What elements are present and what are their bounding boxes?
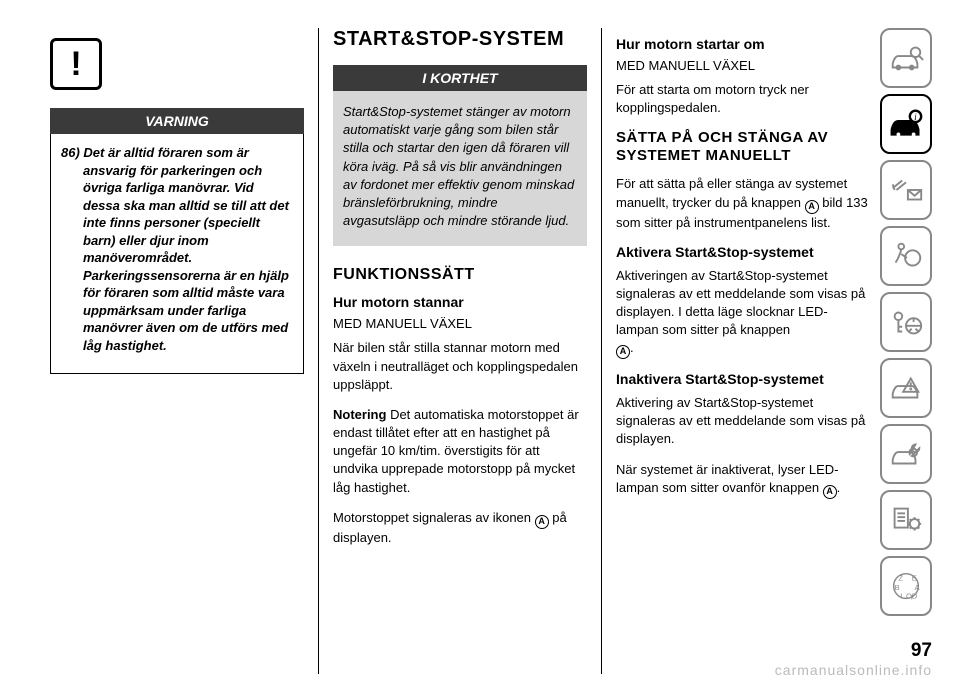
- stop-start-inline-icon: A: [616, 345, 630, 359]
- inaktivera-body2: När systemet är inaktiverat, lyser LED-l…: [616, 461, 870, 499]
- page: ! VARNING 86) Det är alltid föraren som …: [0, 0, 960, 686]
- aktivera-text: Aktiveringen av Start&Stop-systemet sign…: [616, 268, 865, 338]
- notering-para: Notering Det automatiska motorstoppet är…: [333, 406, 587, 497]
- manual-title: SÄTTA PÅ OCH STÄNGA AV SYSTEMET MANUELLT: [616, 129, 870, 165]
- stannar-title: Hur motorn stannar: [333, 294, 587, 310]
- inaktivera-post: .: [837, 480, 841, 495]
- warning-triangle-icon: !: [50, 38, 102, 90]
- svg-text:E: E: [912, 573, 917, 582]
- svg-text:I: I: [900, 591, 902, 600]
- manual-body: För att sätta på eller stänga av systeme…: [616, 175, 870, 231]
- varning-bar: VARNING: [50, 108, 304, 134]
- footer: 97 carmanualsonline.info: [775, 640, 932, 680]
- korthet-bar: I KORTHET: [333, 65, 587, 91]
- varning-item-text: Det är alltid föraren som är ansvarig fö…: [83, 145, 289, 353]
- inaktivera-body1: Aktivering av Start&Stop-systemet signal…: [616, 394, 870, 449]
- startar-title: Hur motorn startar om: [616, 36, 870, 52]
- svg-text:i: i: [914, 113, 917, 123]
- column-1: ! VARNING 86) Det är alltid föraren som …: [36, 28, 319, 674]
- side-icon-alpha-index[interactable]: ZEBAICDT: [880, 556, 932, 616]
- svg-text:T: T: [910, 594, 914, 601]
- stannar-caps: MED MANUELL VÄXEL: [333, 316, 587, 331]
- funktionssatt-title: FUNKTIONSSÄTT: [333, 266, 587, 284]
- varning-box: 86) Det är alltid föraren som är ansvari…: [50, 134, 304, 374]
- column-3: Hur motorn startar om MED MANUELL VÄXEL …: [602, 28, 870, 674]
- stannar-body: När bilen står stilla stannar motorn med…: [333, 339, 587, 394]
- column-2: START&STOP-SYSTEM I KORTHET Start&Stop-s…: [319, 28, 602, 674]
- stop-start-inline-icon: A: [823, 485, 837, 499]
- aktivera-title: Aktivera Start&Stop-systemet: [616, 244, 870, 261]
- side-icon-airbag[interactable]: [880, 226, 932, 286]
- startar-body: För att starta om motorn tryck ner koppl…: [616, 81, 870, 117]
- notering-label: Notering: [333, 407, 386, 422]
- signal-pre: Motorstoppet signaleras av ikonen: [333, 510, 535, 525]
- side-icon-wiper-mail[interactable]: [880, 160, 932, 220]
- aktivera-body: Aktiveringen av Start&Stop-systemet sign…: [616, 267, 870, 360]
- side-icon-car-hazard[interactable]: [880, 358, 932, 418]
- svg-text:Z: Z: [898, 573, 903, 582]
- sidebar: i ZEBAICDT: [870, 28, 932, 674]
- side-icon-clipboard-gear[interactable]: [880, 490, 932, 550]
- aktivera-post: .: [630, 340, 634, 355]
- inaktivera-pre: När systemet är inaktiverat, lyser LED-l…: [616, 462, 839, 495]
- stop-start-inline-icon: A: [805, 200, 819, 214]
- side-icon-car-info[interactable]: i: [880, 94, 932, 154]
- content-columns: ! VARNING 86) Det är alltid föraren som …: [36, 28, 870, 674]
- inaktivera-title: Inaktivera Start&Stop-systemet: [616, 371, 870, 388]
- side-icon-car-magnifier[interactable]: [880, 28, 932, 88]
- startar-caps: MED MANUELL VÄXEL: [616, 58, 870, 73]
- page-number: 97: [775, 640, 932, 662]
- varning-item-num: 86): [61, 145, 80, 160]
- watermark: carmanualsonline.info: [775, 662, 932, 678]
- stop-start-inline-icon: A: [535, 515, 549, 529]
- side-icon-key-wheel[interactable]: [880, 292, 932, 352]
- start-stop-title: START&STOP-SYSTEM: [333, 28, 587, 51]
- side-icon-car-wrench[interactable]: [880, 424, 932, 484]
- signal-para: Motorstoppet signaleras av ikonen A på d…: [333, 509, 587, 547]
- svg-text:B: B: [895, 583, 900, 592]
- korthet-box: Start&Stop-systemet stänger av motorn au…: [333, 91, 587, 246]
